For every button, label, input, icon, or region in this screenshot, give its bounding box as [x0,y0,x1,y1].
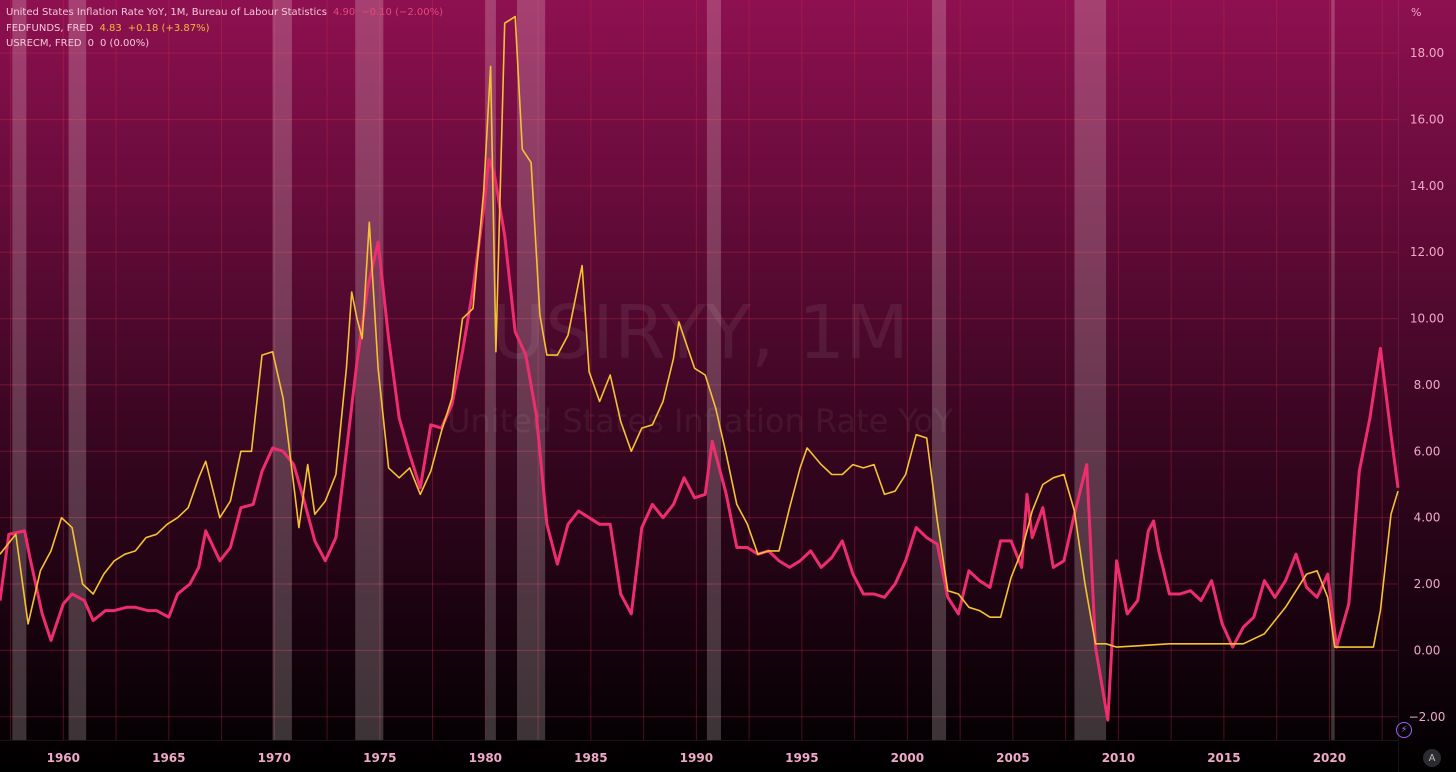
x-tick-label: 1990 [680,751,713,765]
legend-fedfunds-change: +0.18 (+3.87%) [127,22,210,34]
x-tick-label: 1975 [363,751,396,765]
y-tick-label: 4.00 [1414,511,1441,525]
recession-band [485,0,496,740]
y-tick-label: 18.00 [1410,46,1444,60]
auto-scale-button[interactable]: A [1423,749,1441,767]
x-tick-label: 2015 [1207,751,1240,765]
y-tick-label: −2.00 [1409,710,1446,724]
recession-band [516,0,546,740]
y-tick-label: 16.00 [1410,112,1444,126]
legend-row-inflation[interactable]: United States Inflation Rate YoY, 1M, Bu… [6,5,443,21]
x-tick-label: 1985 [574,751,607,765]
legend-usrecm-label: USRECM, FRED [6,38,82,49]
legend-fedfunds-label: FEDFUNDS, FRED [6,22,94,34]
y-tick-label: 10.00 [1410,312,1444,326]
recession-band [1331,0,1335,740]
price-scale-unit: % [1411,6,1422,19]
recession-band [355,0,384,740]
y-tick-label: 6.00 [1414,444,1441,458]
recession-band [932,0,947,740]
y-tick-label: 14.00 [1410,179,1444,193]
x-tick-label: 2005 [996,751,1029,765]
y-tick-label: 8.00 [1414,378,1441,392]
legend-usrecm-change: 0 (0.00%) [100,38,150,49]
recession-band [706,0,721,740]
recession-band [68,0,87,740]
inflation-series-line [0,157,1400,722]
x-tick-label: 2000 [891,751,924,765]
fedfunds-series-line [0,15,1399,648]
x-tick-label: 1980 [469,751,502,765]
lightning-icon[interactable]: ⚡ [1396,722,1412,738]
recession-band [272,0,292,740]
legend-inflation-value: 4.90 [332,7,356,18]
legend-fedfunds-value: 4.83 [99,22,122,34]
recession-band [12,0,27,740]
watermark-name: United States Inflation Rate YoY [447,402,953,440]
legend-inflation-change: −0.10 (−2.00%) [361,7,444,18]
legend-inflation-label: United States Inflation Rate YoY, 1M, Bu… [6,7,327,18]
legend: United States Inflation Rate YoY, 1M, Bu… [6,5,443,52]
x-tick-label: 1960 [47,751,80,765]
x-tick-label: 2020 [1313,751,1346,765]
y-tick-label: 0.00 [1414,643,1441,657]
x-tick-label: 1970 [258,751,291,765]
y-tick-label: 12.00 [1410,245,1444,259]
legend-row-usrecm[interactable]: USRECM, FRED 0 0 (0.00%) [6,36,443,52]
watermark-symbol: USIRYY, 1M [491,290,909,376]
x-tick-label: 1965 [152,751,185,765]
recession-band [1074,0,1107,740]
x-tick-label: 1995 [785,751,818,765]
x-tick-label: 2010 [1102,751,1135,765]
y-tick-label: 2.00 [1414,577,1441,591]
legend-usrecm-value: 0 [87,38,94,49]
legend-row-fedfunds[interactable]: FEDFUNDS, FRED 4.83 +0.18 (+3.87%) [6,21,443,37]
